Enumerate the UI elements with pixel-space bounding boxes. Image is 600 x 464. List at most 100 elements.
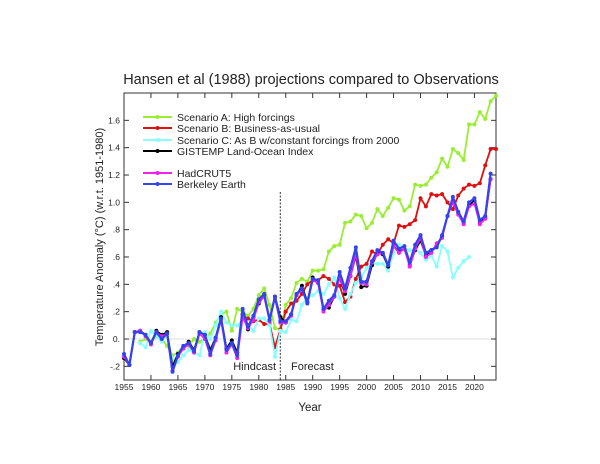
data-point	[423, 182, 428, 187]
data-point	[343, 291, 348, 296]
data-point	[375, 248, 380, 253]
data-point	[472, 183, 477, 188]
data-point	[326, 276, 331, 281]
data-point	[208, 337, 213, 341]
data-point	[310, 268, 315, 273]
data-point	[299, 286, 304, 291]
legend-label: GISTEMP Land-Ocean Index	[177, 146, 314, 158]
data-point	[305, 282, 310, 287]
data-point	[461, 222, 466, 227]
data-point	[396, 223, 401, 228]
data-point	[197, 353, 202, 358]
data-point	[407, 260, 412, 265]
data-point	[208, 352, 213, 357]
data-point	[423, 257, 428, 262]
data-point	[477, 222, 482, 227]
data-point	[143, 345, 148, 350]
y-tick-label: .4	[113, 279, 120, 289]
data-point	[494, 147, 498, 152]
data-point	[175, 353, 180, 358]
data-point	[348, 291, 353, 296]
data-point	[461, 157, 466, 162]
data-point	[440, 156, 445, 161]
series-line	[123, 173, 492, 373]
data-point	[396, 197, 401, 202]
data-point	[229, 323, 234, 328]
data-point	[316, 278, 321, 283]
data-point	[251, 328, 256, 333]
data-point	[343, 289, 348, 294]
data-point	[386, 237, 391, 242]
data-point	[418, 183, 423, 188]
legend-marker	[155, 138, 160, 142]
data-point	[256, 297, 261, 302]
data-point	[143, 332, 148, 337]
data-point	[483, 163, 488, 168]
data-point	[380, 214, 385, 218]
data-point	[154, 330, 159, 335]
data-point	[461, 186, 466, 191]
data-point	[299, 276, 304, 281]
legend-label: Scenario C: As B w/constant forcings fro…	[177, 135, 400, 147]
data-point	[434, 193, 439, 198]
data-point	[353, 212, 358, 217]
y-tick-label: 1.2	[108, 170, 120, 180]
data-point	[219, 309, 224, 314]
y-tick-label: 1.4	[108, 143, 120, 153]
x-tick-label: 1985	[276, 382, 295, 392]
data-point	[445, 200, 450, 205]
series-3	[122, 177, 493, 369]
data-point	[310, 276, 315, 281]
x-tick-label: 2015	[438, 382, 457, 392]
data-point	[278, 319, 283, 324]
legend-marker	[155, 115, 160, 119]
x-tick-label: 2010	[411, 382, 430, 392]
data-point	[456, 151, 461, 156]
data-point	[343, 306, 348, 311]
data-point	[343, 300, 348, 305]
data-point	[321, 274, 326, 279]
data-point	[386, 263, 391, 268]
data-point	[289, 301, 294, 306]
data-point	[122, 352, 126, 357]
data-point	[224, 350, 229, 355]
data-point	[477, 181, 482, 186]
x-tick-label: 1970	[195, 382, 214, 392]
series-1	[246, 147, 498, 350]
data-point	[364, 282, 369, 287]
data-point	[488, 147, 493, 152]
series-line	[247, 148, 496, 349]
data-point	[305, 301, 310, 306]
data-point	[391, 238, 396, 243]
data-point	[337, 242, 342, 247]
data-point	[229, 338, 234, 343]
data-point	[332, 275, 337, 280]
data-point	[407, 222, 412, 227]
data-point	[132, 330, 137, 335]
data-point	[429, 192, 434, 197]
data-point	[321, 267, 326, 272]
data-point	[418, 250, 423, 255]
data-point	[423, 255, 428, 259]
data-point	[386, 268, 391, 273]
data-point	[337, 296, 342, 300]
data-point	[219, 316, 224, 321]
data-point	[380, 242, 385, 247]
data-point	[348, 219, 353, 224]
data-point	[418, 196, 423, 201]
data-point	[445, 214, 450, 218]
data-point	[148, 328, 153, 333]
data-point	[272, 354, 277, 359]
data-point	[343, 286, 348, 291]
data-point	[483, 214, 488, 218]
data-point	[434, 170, 439, 175]
data-point	[359, 279, 364, 284]
data-point	[359, 214, 364, 218]
x-tick-label: 1995	[330, 382, 349, 392]
data-point	[467, 255, 472, 259]
data-point	[267, 317, 272, 322]
data-point	[310, 293, 315, 298]
data-point	[418, 233, 423, 238]
data-point	[267, 302, 272, 307]
legend-label: HadCRUT5	[177, 168, 231, 180]
